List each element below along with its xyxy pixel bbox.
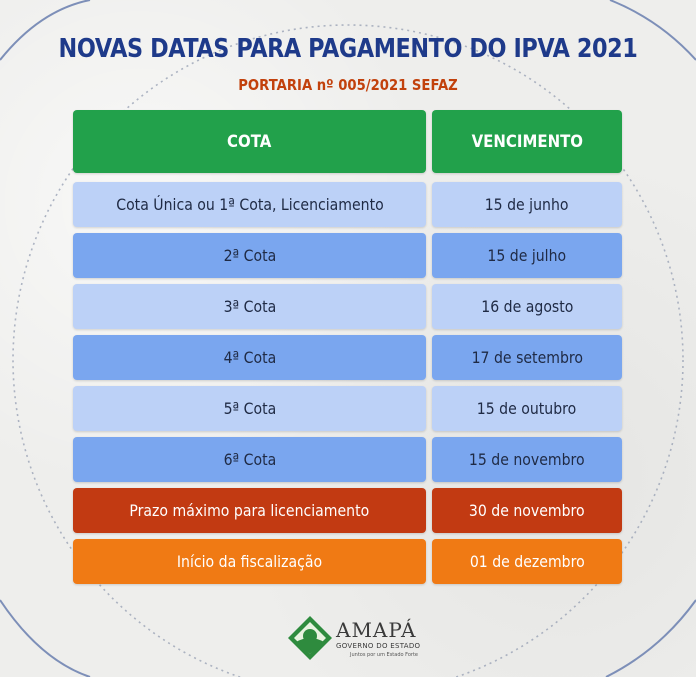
column-header-cota: COTA: [73, 110, 426, 173]
table-row-cota: 4ª Cota: [73, 335, 426, 380]
page-title: NOVAS DATAS PARA PAGAMENTO DO IPVA 2021: [58, 34, 638, 64]
table-row-cota: 2ª Cota: [73, 233, 426, 278]
table-row-cota: 3ª Cota: [73, 284, 426, 329]
table-row-vencimento: 15 de junho: [432, 182, 622, 227]
amapa-logo-icon: [288, 616, 332, 660]
table-row-cota: 6ª Cota: [73, 437, 426, 482]
logo-tagline: Juntos por um Estado Forte: [350, 652, 418, 658]
table-row-cota: Prazo máximo para licenciamento: [73, 488, 426, 533]
table-row-vencimento: 01 de dezembro: [432, 539, 622, 584]
table-row-cota: 5ª Cota: [73, 386, 426, 431]
column-header-vencimento: VENCIMENTO: [432, 110, 622, 173]
table-row-vencimento: 15 de julho: [432, 233, 622, 278]
logo-subtitle: GOVERNO DO ESTADO: [336, 642, 421, 650]
table-row-vencimento: 17 de setembro: [432, 335, 622, 380]
table-row-vencimento: 15 de novembro: [432, 437, 622, 482]
page-subtitle: PORTARIA nº 005/2021 SEFAZ: [238, 76, 458, 94]
logo-name: AMAPÁ: [336, 618, 417, 642]
table-row-cota: Início da fiscalização: [73, 539, 426, 584]
table-row-vencimento: 16 de agosto: [432, 284, 622, 329]
table-row-cota: Cota Única ou 1ª Cota, Licenciamento: [73, 182, 426, 227]
table-row-vencimento: 15 de outubro: [432, 386, 622, 431]
table-row-vencimento: 30 de novembro: [432, 488, 622, 533]
